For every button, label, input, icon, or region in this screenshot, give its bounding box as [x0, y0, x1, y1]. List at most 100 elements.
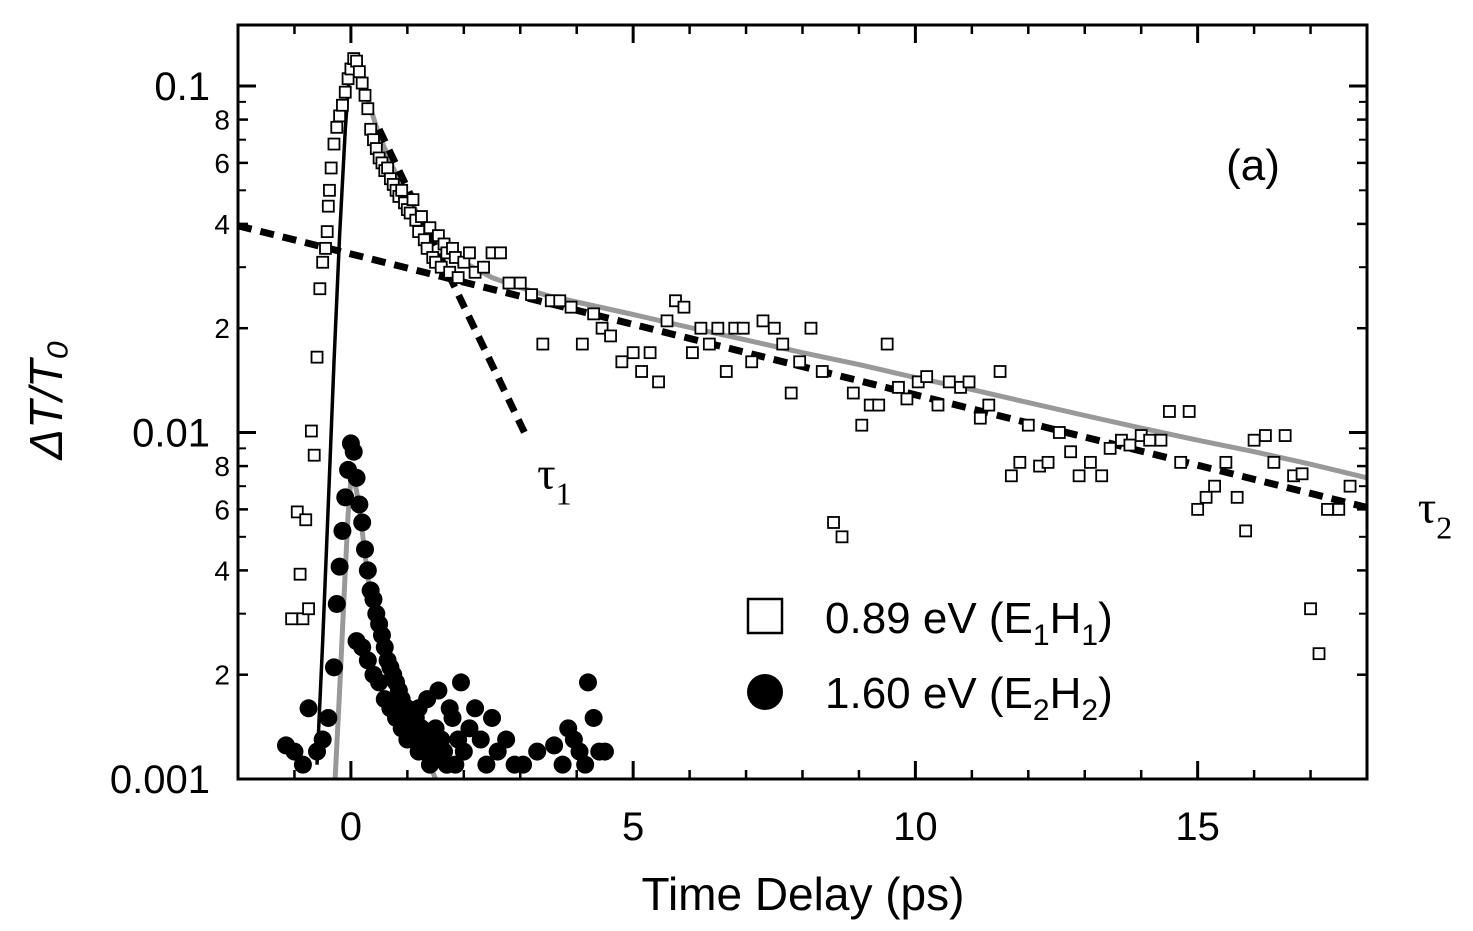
data-point-square	[1312, 647, 1326, 661]
data-point-square	[327, 137, 341, 151]
data-point-square	[1154, 433, 1168, 447]
data-point-square	[307, 448, 321, 462]
data-point-circle	[595, 742, 614, 761]
data-point-square	[316, 255, 330, 269]
data-point-square	[338, 85, 352, 99]
data-point-circle	[299, 699, 318, 718]
data-point-square	[381, 161, 394, 175]
data-point-circle	[443, 708, 462, 727]
x-tick-label: 0	[340, 805, 362, 849]
data-point-square	[324, 161, 338, 175]
data-point-square	[451, 271, 465, 284]
data-point-square	[855, 418, 869, 432]
data-point-circle	[528, 742, 547, 761]
data-point-square	[626, 346, 640, 360]
y-minor-tick-label: 6	[214, 494, 230, 525]
data-point-circle	[429, 681, 448, 700]
legend-filled-circle-marker	[747, 674, 783, 710]
data-point-square	[973, 411, 987, 425]
data-point-square	[1219, 455, 1233, 469]
data-point-circle	[336, 488, 355, 507]
data-point-circle	[319, 708, 338, 727]
x-tick-label: 15	[1175, 805, 1220, 849]
fit-lines	[238, 57, 1367, 779]
data-point-circle	[466, 699, 485, 718]
data-point-square	[553, 294, 567, 308]
data-point-square	[1021, 418, 1035, 432]
data-point-square	[321, 199, 335, 213]
data-point-square	[745, 355, 759, 369]
data-point-circle	[330, 557, 349, 576]
data-point-square	[320, 225, 334, 239]
data-point-square	[793, 355, 807, 369]
data-point-square	[299, 513, 313, 527]
data-point-circle	[437, 755, 456, 774]
y-minor-tick-label: 2	[214, 660, 230, 691]
data-point-square	[880, 337, 894, 351]
data-point-square	[1013, 455, 1027, 469]
legend-open-square-marker	[746, 597, 784, 635]
data-point-square	[846, 386, 860, 400]
data-point-square	[643, 346, 657, 360]
axis-ticks	[236, 25, 1369, 781]
data-point-square	[1163, 405, 1176, 418]
data-point-circle	[576, 755, 595, 774]
y-minor-tick-label: 8	[214, 451, 230, 482]
legend: 0.89 eV (E1H1) 1.60 eV (E2H2)	[746, 594, 1113, 727]
x-axis-label: Time Delay (ps)	[642, 868, 965, 920]
data-point-circle	[358, 561, 377, 580]
data-point-square	[1199, 490, 1213, 504]
data-point-square	[719, 365, 733, 378]
y-major-tick-label: 0.1	[154, 65, 210, 109]
data-point-square	[564, 300, 578, 314]
data-point-square	[815, 365, 829, 378]
data-point-circle	[333, 521, 352, 540]
data-point-square	[395, 183, 409, 197]
data-point-square	[669, 294, 682, 308]
data-point-square	[330, 120, 344, 134]
data-point-square	[1239, 524, 1253, 538]
data-point-circle	[514, 755, 533, 774]
data-point-square	[827, 516, 840, 529]
data-point-square	[336, 98, 349, 112]
legend-label-2: 1.60 eV (E2H2)	[825, 669, 1113, 727]
data-point-square	[756, 314, 770, 328]
data-point-square	[702, 337, 716, 351]
data-point-square	[350, 54, 363, 68]
data-point-square	[677, 300, 691, 314]
data-point-square	[1083, 455, 1097, 469]
data-point-square	[323, 183, 336, 197]
data-point-square	[1052, 426, 1066, 439]
data-point-square	[900, 392, 914, 406]
data-point-circle	[387, 708, 406, 727]
data-point-square	[660, 314, 674, 328]
data-point-square	[835, 530, 849, 544]
data-point-square	[982, 398, 996, 412]
data-point-square	[1321, 502, 1334, 516]
data-point-circle	[545, 736, 564, 755]
data-point-square	[694, 321, 708, 335]
y-major-tick-label: 0.001	[110, 758, 210, 802]
data-point-square	[463, 246, 476, 260]
data-point-circle	[285, 742, 304, 761]
data-point-square	[313, 282, 327, 296]
data-point-square	[1230, 490, 1244, 504]
data-point-circle	[454, 742, 473, 761]
y-minor-tick-label: 2	[214, 313, 230, 344]
data-point-square	[1095, 469, 1109, 483]
plot-frame	[236, 23, 1369, 781]
data-point-circle	[313, 730, 332, 749]
data-point-square	[364, 122, 378, 136]
data-point-square	[1004, 469, 1018, 483]
data-point-square	[293, 567, 307, 581]
data-point-square	[304, 424, 318, 438]
data-point-square	[513, 276, 527, 290]
data-point-square	[406, 193, 420, 207]
data-point-circle	[477, 755, 496, 774]
data-point-circle	[364, 665, 383, 684]
data-point-square	[358, 88, 372, 102]
data-point-square	[615, 355, 629, 369]
data-point-circle	[327, 594, 346, 613]
data-point-square	[1332, 502, 1346, 516]
